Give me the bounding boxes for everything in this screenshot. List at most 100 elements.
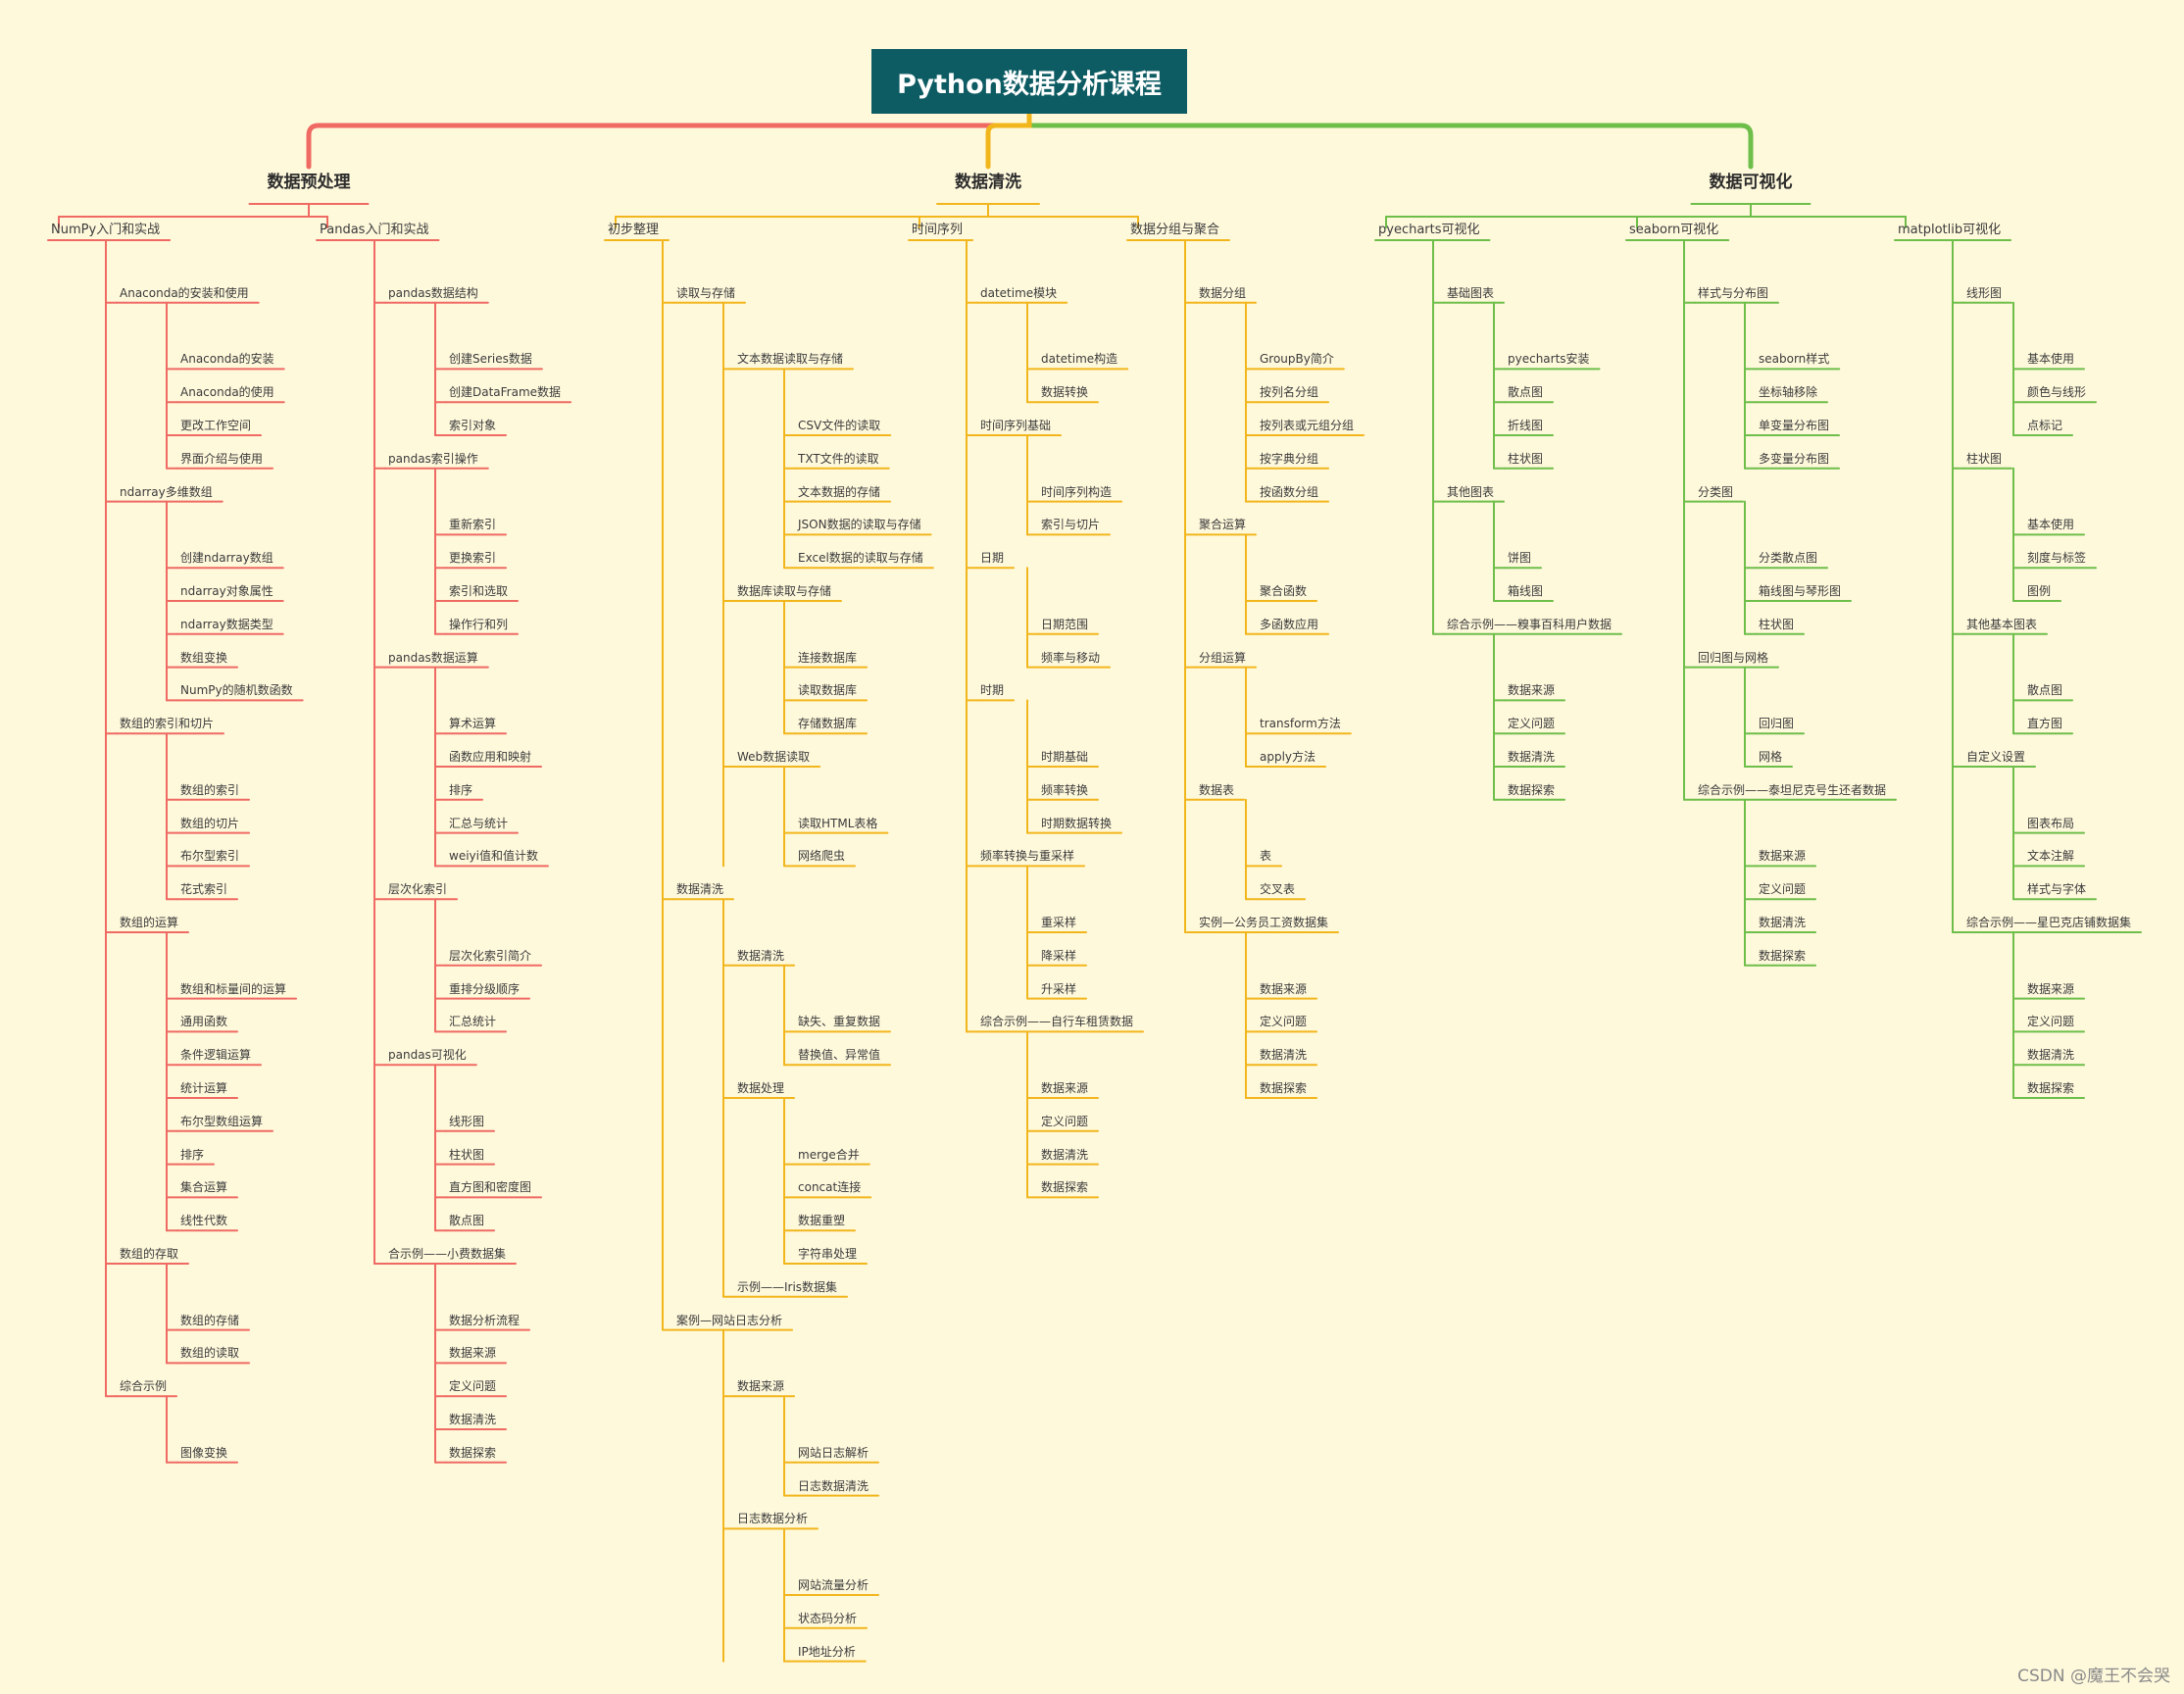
tree-node: 实例—公务员工资数据集 [1199, 916, 1329, 929]
tree-node: 基础图表 [1447, 285, 1495, 300]
tree-node: GroupBy简介 [1260, 352, 1334, 367]
tree-node: 示例——Iris数据集 [737, 1279, 838, 1294]
tree-node: 其他图表 [1447, 484, 1495, 499]
tree-node: 直方图和密度图 [449, 1180, 532, 1195]
tree-node: 存储数据库 [798, 717, 858, 731]
tree-node: 读取与存储 [676, 285, 736, 300]
tree-node: pandas索引操作 [388, 451, 478, 466]
tree-node: 降采样 [1041, 948, 1077, 963]
tree-node: 数据来源 [1260, 981, 1308, 996]
tree-node: Anaconda的安装和使用 [120, 285, 249, 300]
tree-node: Anaconda的安装 [180, 352, 274, 367]
tree-node: 按列名分组 [1260, 385, 1319, 400]
tree-node: 函数应用和映射 [449, 750, 532, 764]
tree-node: 定义问题 [1260, 1015, 1308, 1029]
tree-node: 数据清洗 [449, 1413, 497, 1426]
tree-node: 数据探索 [1260, 1081, 1308, 1095]
tree-node: 综合示例——泰坦尼克号生还者数据 [1698, 782, 1887, 797]
level1-node: 初步整理 [608, 223, 660, 237]
tree-node: 数据来源 [1508, 683, 1556, 698]
tree-node: 数组的索引和切片 [120, 717, 215, 731]
tree-node: 散点图 [449, 1214, 485, 1228]
tree-node: 按函数分组 [1260, 484, 1319, 499]
tree-node: seaborn样式 [1759, 352, 1830, 367]
tree-node: 创建ndarray数组 [180, 551, 273, 566]
tree-node: merge合并 [798, 1147, 860, 1162]
tree-node: 更换索引 [449, 551, 497, 566]
tree-node: 集合运算 [180, 1180, 228, 1195]
tree-node: 文本注解 [2027, 849, 2075, 864]
tree-node: 数据来源 [2027, 981, 2075, 996]
tree-node: 数据探索 [1759, 948, 1807, 963]
tree-node: 数据探索 [2027, 1081, 2075, 1095]
tree-node: pandas数据结构 [388, 285, 478, 300]
tree-node: 散点图 [1508, 385, 1544, 400]
tree-node: 柱状图 [449, 1147, 485, 1162]
tree-node: transform方法 [1260, 717, 1341, 731]
tree-node: 升采样 [1041, 981, 1077, 996]
tree-node: 定义问题 [1041, 1114, 1089, 1128]
tree-node: 数组的切片 [180, 816, 240, 830]
tree-node: 散点图 [2027, 683, 2063, 698]
tree-node: 数据清洗 [1260, 1048, 1308, 1063]
tree-node: 数据清洗 [1508, 750, 1556, 764]
tree-node: 时间序列基础 [980, 419, 1052, 432]
tree-node: 布尔型数组运算 [180, 1114, 264, 1128]
tree-node: pandas可视化 [388, 1048, 467, 1063]
tree-node: 状态码分析 [798, 1611, 858, 1625]
tree-node: 日志数据清洗 [798, 1478, 869, 1493]
tree-node: 数据转换 [1041, 385, 1089, 400]
tree-node: 索引和选取 [449, 584, 509, 598]
tree-node: 替换值、异常值 [798, 1048, 881, 1063]
tree-node: 综合示例——糗事百科用户数据 [1447, 617, 1613, 631]
level1-node: 时间序列 [912, 223, 964, 237]
tree-node: 字符串处理 [798, 1247, 858, 1261]
tree-node: 线形图 [1966, 285, 2003, 300]
level1-node: seaborn可视化 [1629, 223, 1719, 237]
tree-node: 数据清洗 [737, 948, 785, 963]
tree-node: 合示例——小费数据集 [388, 1247, 507, 1261]
tree-node: 表 [1260, 849, 1272, 864]
tree-node: 操作行和列 [449, 617, 509, 631]
tree-node: 数据表 [1199, 782, 1235, 797]
tree-node: 点标记 [2027, 419, 2063, 432]
tree-node: 按列表或元组分组 [1260, 419, 1355, 432]
tree-node: 索引对象 [449, 419, 497, 432]
branch-title-3: 数据可视化 [1709, 173, 1793, 192]
tree-node: Anaconda的使用 [180, 385, 274, 400]
tree-node: 重新索引 [449, 518, 497, 532]
tree-node: 创建Series数据 [449, 352, 532, 367]
tree-node: 重采样 [1041, 916, 1077, 929]
tree-node: 数据重塑 [798, 1214, 846, 1228]
tree-node: 定义问题 [449, 1379, 497, 1394]
tree-node: 统计运算 [180, 1081, 228, 1095]
tree-node: 基本使用 [2027, 518, 2075, 532]
tree-node: 数组变换 [180, 650, 228, 665]
tree-node: 日期范围 [1041, 617, 1089, 631]
tree-node: 柱状图 [1759, 617, 1795, 631]
tree-node: 综合示例 [120, 1379, 168, 1394]
mindmap-root-title: Python数据分析课程 [871, 49, 1187, 114]
level1-node: pyecharts可视化 [1378, 223, 1480, 237]
watermark: CSDN @魔王不会哭 [2017, 1667, 2170, 1686]
tree-node: 折线图 [1508, 419, 1544, 432]
tree-node: 柱状图 [1508, 451, 1544, 466]
tree-node: 图例 [2027, 584, 2052, 598]
tree-node: 图表布局 [2027, 816, 2075, 830]
tree-node: datetime模块 [980, 285, 1058, 300]
tree-node: 饼图 [1508, 551, 1532, 566]
level1-node: matplotlib可视化 [1898, 223, 2002, 237]
root-connector-2 [985, 111, 1032, 170]
tree-node: 文本数据的存储 [798, 484, 881, 499]
tree-node: 排序 [449, 782, 473, 797]
tree-node: 读取HTML表格 [798, 816, 878, 830]
tree-node: 数据清洗 [1041, 1147, 1089, 1162]
tree-node: 花式索引 [180, 882, 228, 897]
tree-node: JSON数据的读取与存储 [798, 518, 921, 532]
tree-node: 数据探索 [1041, 1180, 1089, 1195]
root-connector-1 [306, 123, 1032, 170]
tree-node: 直方图 [2027, 717, 2063, 731]
branch-title-2: 数据清洗 [955, 173, 1021, 192]
tree-node: 网站流量分析 [798, 1578, 869, 1592]
